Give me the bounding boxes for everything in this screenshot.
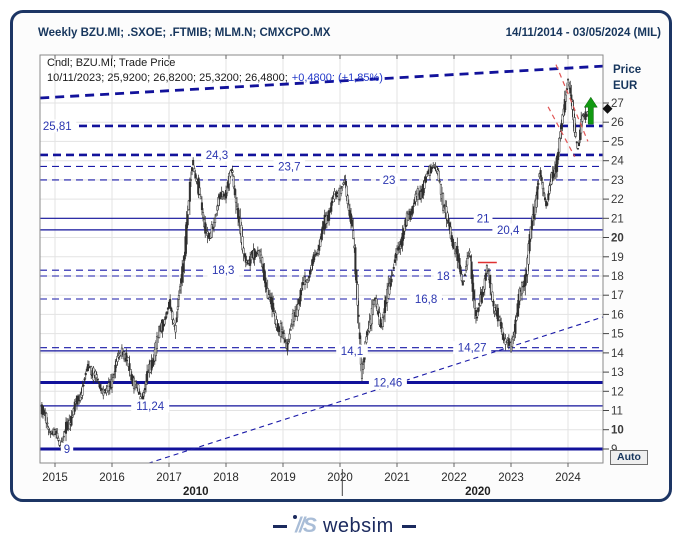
svg-text:20: 20 bbox=[611, 233, 624, 245]
svg-text:18,3: 18,3 bbox=[212, 265, 234, 277]
svg-text:21: 21 bbox=[477, 213, 490, 225]
channel-top bbox=[40, 64, 603, 100]
svg-text:2015: 2015 bbox=[42, 472, 68, 484]
svg-text:25,81: 25,81 bbox=[43, 121, 72, 133]
auto-scale-button[interactable]: Auto bbox=[610, 450, 648, 465]
plot-frame bbox=[39, 54, 604, 464]
svg-text:23: 23 bbox=[383, 175, 396, 187]
legend-instrument: Cndl; BZU.MI; Trade Price bbox=[47, 57, 176, 69]
legend-change: +0,4800; (+1,85%) bbox=[291, 72, 383, 84]
svg-text:18: 18 bbox=[437, 271, 450, 283]
svg-text:2020: 2020 bbox=[465, 486, 491, 498]
websim-logo-text: websim bbox=[322, 515, 394, 537]
svg-text:12: 12 bbox=[611, 386, 624, 398]
red-trendlines bbox=[477, 64, 589, 264]
svg-text:21: 21 bbox=[611, 213, 624, 225]
svg-text:2019: 2019 bbox=[270, 472, 296, 484]
svg-text:24: 24 bbox=[611, 156, 624, 168]
last-price-diamond bbox=[602, 103, 613, 114]
svg-text:16,8: 16,8 bbox=[415, 294, 437, 306]
svg-text:10: 10 bbox=[611, 425, 624, 437]
rising-support bbox=[147, 316, 603, 463]
chart-title: Weekly BZU.MI; .SXOE; .FTMIB; MLM.N; CMX… bbox=[38, 27, 331, 39]
svg-text:14: 14 bbox=[611, 348, 624, 360]
svg-text:14,27: 14,27 bbox=[458, 343, 487, 355]
y-axis-title-eur: EUR bbox=[613, 80, 638, 92]
svg-text:11,24: 11,24 bbox=[136, 401, 165, 413]
svg-text:9: 9 bbox=[64, 444, 70, 456]
candlestick-series bbox=[40, 78, 589, 453]
svg-text:15: 15 bbox=[611, 329, 624, 341]
svg-text:19: 19 bbox=[611, 252, 624, 264]
svg-text:2016: 2016 bbox=[99, 472, 125, 484]
chart-plot-area[interactable] bbox=[40, 55, 603, 463]
svg-text:2021: 2021 bbox=[384, 472, 410, 484]
svg-text:11: 11 bbox=[611, 406, 623, 418]
svg-text:2023: 2023 bbox=[498, 472, 524, 484]
svg-text:13: 13 bbox=[611, 367, 624, 379]
svg-text:25: 25 bbox=[611, 136, 624, 148]
svg-text:2018: 2018 bbox=[213, 472, 239, 484]
svg-text:23,7: 23,7 bbox=[278, 161, 300, 173]
svg-text:26: 26 bbox=[611, 117, 624, 129]
trendlines bbox=[40, 64, 603, 463]
y-axis-title-price: Price bbox=[613, 64, 642, 76]
svg-text:16: 16 bbox=[611, 309, 624, 321]
green-up-arrow-icon bbox=[583, 96, 598, 125]
svg-text:2017: 2017 bbox=[156, 472, 182, 484]
svg-text:12,46: 12,46 bbox=[374, 378, 403, 390]
svg-text:2020: 2020 bbox=[327, 472, 353, 484]
svg-text:27: 27 bbox=[611, 98, 624, 110]
websim-brand: //S websim bbox=[0, 514, 689, 538]
svg-text:17: 17 bbox=[611, 290, 624, 302]
brand-left-dash bbox=[273, 524, 288, 528]
svg-text:20,4: 20,4 bbox=[497, 225, 520, 237]
logo-dot bbox=[293, 515, 298, 519]
websim-logo-icon: //S bbox=[293, 514, 317, 537]
legend-ohlc-values: 10/11/2023; 25,9200; 26,8200; 25,3200; 2… bbox=[47, 72, 288, 84]
svg-text:24,3: 24,3 bbox=[206, 150, 228, 162]
legend-ohlc: 10/11/2023; 25,9200; 26,8200; 25,3200; 2… bbox=[47, 72, 383, 84]
svg-text:22: 22 bbox=[611, 194, 624, 206]
svg-text:2024: 2024 bbox=[555, 472, 581, 484]
svg-text:2022: 2022 bbox=[441, 472, 467, 484]
x-axis: 2015 2016 2017 2018 2019 2020 2021 2022 2023 2024… bbox=[42, 55, 581, 498]
brand-right-dash bbox=[401, 524, 416, 528]
date-range-label: 14/11/2014 - 03/05/2024 (MIL) bbox=[505, 27, 661, 39]
svg-text:14,1: 14,1 bbox=[341, 346, 363, 358]
svg-text:23: 23 bbox=[611, 175, 624, 187]
svg-text:2010: 2010 bbox=[183, 486, 209, 498]
svg-text:18: 18 bbox=[611, 271, 624, 283]
